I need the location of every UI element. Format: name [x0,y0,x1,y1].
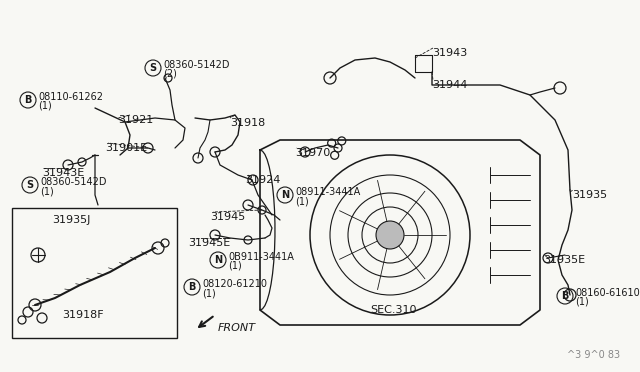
Text: 0B911-3441A: 0B911-3441A [228,252,294,262]
Text: (1): (1) [295,196,308,206]
Text: 08360-5142D: 08360-5142D [163,60,230,70]
Text: N: N [281,190,289,200]
Text: 31918: 31918 [230,118,265,128]
Text: (1): (1) [575,297,589,307]
Text: S: S [26,180,33,190]
Text: (1): (1) [40,186,54,196]
Text: SEC.310: SEC.310 [370,305,417,315]
Text: 08911-3441A: 08911-3441A [295,187,360,197]
Text: 08120-61210: 08120-61210 [202,279,267,289]
Text: 31921: 31921 [118,115,153,125]
Circle shape [376,221,404,249]
Text: (1): (1) [202,288,216,298]
Text: 31943E: 31943E [42,168,84,178]
Text: 31918F: 31918F [62,310,104,320]
Text: 31924: 31924 [245,175,280,185]
Text: ^3 9^0 83: ^3 9^0 83 [567,350,620,360]
Text: 31901E: 31901E [105,143,147,153]
Text: FRONT: FRONT [218,323,256,333]
Text: (1): (1) [38,101,52,111]
Text: 31935E: 31935E [543,255,585,265]
Text: 31935J: 31935J [52,215,90,225]
Text: 31935: 31935 [572,190,607,200]
Text: B: B [24,95,32,105]
Text: 08110-61262: 08110-61262 [38,92,103,102]
Text: 31945: 31945 [210,212,245,222]
Text: 08160-61610: 08160-61610 [575,288,640,298]
Text: (2): (2) [163,69,177,79]
Text: B: B [561,291,569,301]
Text: S: S [149,63,157,73]
Text: N: N [214,255,222,265]
Text: 31943: 31943 [432,48,467,58]
Text: (1): (1) [228,261,242,271]
Text: 31970: 31970 [295,148,330,158]
Text: B: B [188,282,196,292]
Text: 31944: 31944 [432,80,467,90]
Text: 08360-5142D: 08360-5142D [40,177,106,187]
Text: 31945E: 31945E [188,238,230,248]
Bar [12,208,177,338]
